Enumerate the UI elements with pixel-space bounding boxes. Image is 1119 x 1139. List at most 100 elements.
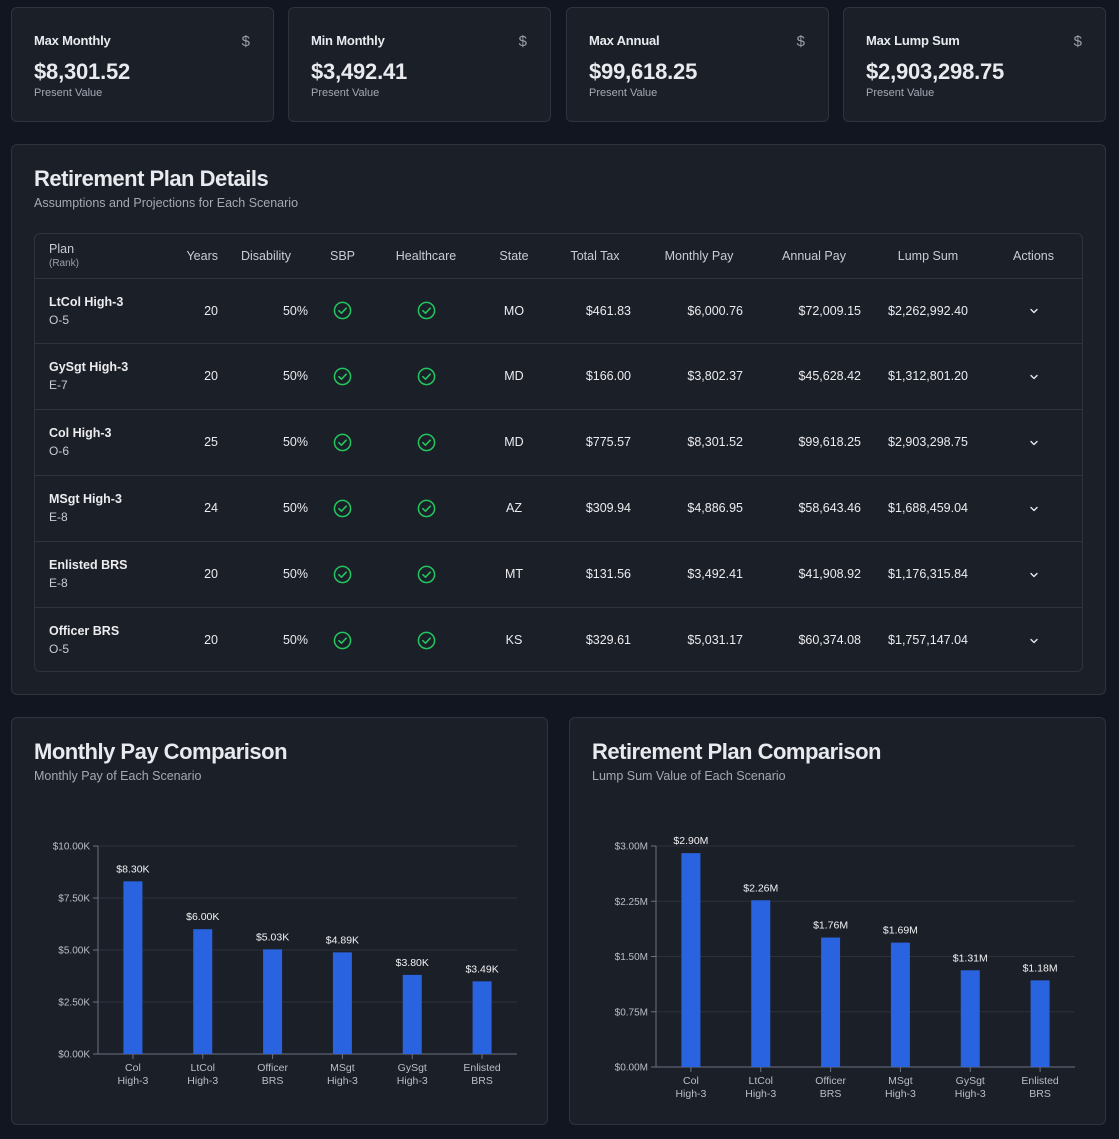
- cell-actions: [983, 278, 1082, 343]
- dollar-icon: $: [241, 33, 250, 50]
- row-expand-button[interactable]: [1028, 304, 1040, 318]
- bar-data-label: $6.00K: [186, 911, 219, 923]
- x-tick-label: High-3: [327, 1075, 358, 1087]
- chevron-down-icon: [1028, 501, 1040, 515]
- bar-data-label: $2.90M: [673, 835, 708, 847]
- bar-data-label: $1.31M: [953, 952, 988, 964]
- x-tick-label: LtCol: [190, 1062, 215, 1074]
- cell-annual-pay: $99,618.25: [798, 435, 861, 449]
- cell-plan: Officer BRS O-5: [35, 607, 160, 671]
- lump-sum-bar-chart: $0.00M$0.75M$1.50M$2.25M$3.00M $2.90MColH…: [615, 835, 1075, 1100]
- cell-disability: 50%: [282, 501, 308, 515]
- plan-name: LtCol High-3: [49, 294, 124, 309]
- row-expand-button[interactable]: [1028, 567, 1040, 581]
- bar-data-label: $4.89K: [326, 934, 359, 946]
- cell-total-tax: $329.61: [585, 633, 631, 648]
- column-header-monthly-pay: Monthly Pay: [664, 248, 734, 263]
- column-header-sbp: SBP: [329, 248, 355, 263]
- stat-value: $99,618.25: [589, 59, 698, 84]
- stat-value: $8,301.52: [34, 59, 131, 84]
- check-circle-icon: [417, 367, 436, 385]
- cell-state: MO: [503, 303, 525, 318]
- x-tick-label: GySgt: [956, 1075, 985, 1087]
- x-tick-label: Enlisted: [1021, 1075, 1059, 1087]
- table-row: Col High-3 O-6 25 50% MD $775.57 $8,301.52 $99,…: [35, 409, 1082, 475]
- cell-actions: [983, 607, 1082, 671]
- x-tick-label: High-3: [397, 1075, 428, 1087]
- plan-rank: O-5: [49, 642, 70, 657]
- cell-disability: 50%: [282, 303, 308, 318]
- cell-monthly-pay: $5,031.17: [687, 633, 743, 648]
- x-tick-label: High-3: [117, 1075, 148, 1087]
- cell-lump-sum: $1,176,315.84: [888, 567, 968, 581]
- bar-data-label: $1.76M: [813, 920, 848, 932]
- bar-data-label: $3.49K: [465, 963, 498, 975]
- plan-name: Col High-3: [49, 426, 112, 440]
- monthly-pay-bar-chart: $0.00K $2.50K $5.00K $7.50K $10.00K $8.30K Col…: [53, 842, 517, 1087]
- table-row: LtCol High-3 O-5 20 50% MO $461.83 $6,000.76 $7…: [35, 278, 1082, 343]
- cell-monthly-pay: $3,802.37: [687, 369, 743, 383]
- cell-state: AZ: [506, 501, 522, 515]
- cell-total-tax: $775.57: [585, 435, 631, 449]
- chevron-down-icon: [1028, 435, 1040, 449]
- cell-actions: [983, 541, 1082, 607]
- stat-card-max-annual: Max Annual $ $99,618.25 Present Value: [566, 7, 829, 122]
- bar: [472, 981, 492, 1054]
- column-header-actions: Actions: [1013, 248, 1054, 263]
- x-tick-label: High-3: [955, 1088, 986, 1100]
- cell-monthly-pay: $4,886.95: [687, 501, 743, 515]
- plan-rank: E-8: [49, 576, 68, 590]
- bar: [960, 970, 980, 1067]
- dollar-icon: $: [518, 33, 527, 50]
- x-tick-label: GySgt: [398, 1062, 427, 1074]
- cell-disability: 50%: [282, 633, 308, 648]
- plan-name: Enlisted BRS: [49, 558, 128, 572]
- cell-actions: [983, 409, 1082, 475]
- cell-healthcare: [371, 278, 481, 343]
- check-circle-icon: [333, 565, 352, 583]
- x-tick-label: Col: [125, 1062, 141, 1074]
- cell-annual-pay: $72,009.15: [798, 303, 861, 318]
- column-header-plan: Plan (Rank): [49, 242, 80, 270]
- stat-card-max-monthly: Max Monthly $ $8,301.52 Present Value: [11, 7, 274, 122]
- check-circle-icon: [417, 301, 436, 320]
- cell-years: 20: [204, 369, 218, 383]
- table-row: Enlisted BRS E-8 20 50% MT $131.56 $3,492.41 $4…: [35, 541, 1082, 607]
- cell-state: MD: [504, 435, 524, 449]
- cell-plan: MSgt High-3 E-8: [35, 475, 160, 541]
- table-row: MSgt High-3 E-8 24 50% AZ $309.94 $4,886.95 $58…: [35, 475, 1082, 541]
- section-title: Retirement Plan Details: [34, 166, 269, 191]
- cell-annual-pay: $45,628.42: [798, 369, 861, 383]
- row-expand-button[interactable]: [1028, 369, 1040, 383]
- bar: [821, 937, 841, 1067]
- x-tick-label: MSgt: [888, 1075, 913, 1087]
- y-tick-label: $0.75M: [615, 1007, 648, 1018]
- cell-years: 24: [204, 501, 218, 515]
- bar-data-label: $1.69M: [883, 925, 918, 937]
- table-row: GySgt High-3 E-7 20 50% MD $166.00 $3,802.37 $4…: [35, 343, 1082, 409]
- cell-healthcare: [371, 343, 481, 409]
- check-circle-icon: [417, 565, 436, 583]
- x-tick-label: BRS: [1029, 1088, 1051, 1100]
- plan-name: GySgt High-3: [49, 360, 129, 374]
- bar: [263, 949, 283, 1054]
- x-tick-label: LtCol: [748, 1075, 773, 1087]
- cell-lump-sum: $2,262,992.40: [888, 303, 968, 318]
- row-expand-button[interactable]: [1028, 435, 1040, 449]
- cell-sbp: [314, 607, 371, 671]
- chart-title: Monthly Pay Comparison: [34, 739, 288, 764]
- row-expand-button[interactable]: [1028, 501, 1040, 515]
- lump-sum-chart-card: Retirement Plan Comparison Lump Sum Valu…: [569, 717, 1106, 1125]
- cell-healthcare: [371, 541, 481, 607]
- plan-rank: E-7: [49, 378, 68, 392]
- column-header-annual-pay: Annual Pay: [782, 248, 846, 263]
- x-tick-label: BRS: [262, 1075, 284, 1087]
- cell-sbp: [314, 278, 371, 343]
- x-tick-label: High-3: [745, 1088, 776, 1100]
- bar: [751, 900, 771, 1067]
- row-expand-button[interactable]: [1028, 633, 1040, 647]
- cell-annual-pay: $60,374.08: [798, 633, 861, 648]
- stat-title: Max Lump Sum: [866, 33, 960, 48]
- plan-rank: E-8: [49, 510, 68, 524]
- retirement-plan-details-card: Retirement Plan Details Assumptions and …: [11, 144, 1106, 695]
